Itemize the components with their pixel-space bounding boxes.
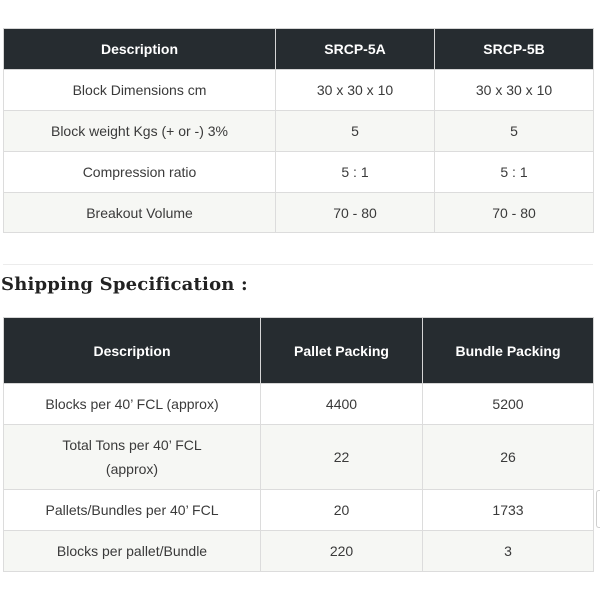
row-label: Pallets/Bundles per 40’ FCL: [3, 489, 261, 531]
cell-value: 22: [260, 424, 423, 490]
cell-value: 20: [260, 489, 423, 531]
row-label: Block Dimensions cm: [3, 69, 276, 111]
table-row: Block Dimensions cm 30 x 30 x 10 30 x 30…: [3, 69, 594, 111]
row-label: Compression ratio: [3, 151, 276, 193]
section-divider: [3, 264, 593, 265]
column-header-srcp-5a: SRCP-5A: [275, 28, 435, 70]
cell-value: 1733: [422, 489, 594, 531]
table-row: Compression ratio 5 : 1 5 : 1: [3, 151, 594, 193]
cell-value: 70 - 80: [434, 192, 594, 233]
cell-value: 30 x 30 x 10: [434, 69, 594, 111]
side-tab-handle[interactable]: [596, 490, 600, 528]
table-row: Breakout Volume 70 - 80 70 - 80: [3, 192, 594, 233]
table-row: Total Tons per 40’ FCL (approx) 22 26: [3, 424, 594, 490]
row-label: Block weight Kgs (+ or -) 3%: [3, 110, 276, 152]
table-row: Block weight Kgs (+ or -) 3% 5 5: [3, 110, 594, 152]
cell-value: 26: [422, 424, 594, 490]
row-label: Breakout Volume: [3, 192, 276, 233]
row-label: Blocks per 40’ FCL (approx): [3, 383, 261, 425]
table-header-row: Description Pallet Packing Bundle Packin…: [3, 317, 594, 384]
row-label: Blocks per pallet/Bundle: [3, 530, 261, 572]
cell-value: 5 : 1: [275, 151, 435, 193]
column-header-description: Description: [3, 28, 276, 70]
column-header-bundle-packing: Bundle Packing: [422, 317, 594, 384]
table-row: Blocks per 40’ FCL (approx) 4400 5200: [3, 383, 594, 425]
table-row: Blocks per pallet/Bundle 220 3: [3, 530, 594, 572]
cell-value: 3: [422, 530, 594, 572]
technical-spec-table: Description SRCP-5A SRCP-5B Block Dimens…: [3, 28, 594, 233]
cell-value: 5: [275, 110, 435, 152]
table-header-row: Description SRCP-5A SRCP-5B: [3, 28, 594, 70]
cell-value: 220: [260, 530, 423, 572]
shipping-spec-table: Description Pallet Packing Bundle Packin…: [3, 317, 594, 572]
shipping-section-title: Shipping Specification :: [1, 274, 248, 295]
cell-value: 4400: [260, 383, 423, 425]
cell-value: 70 - 80: [275, 192, 435, 233]
column-header-description: Description: [3, 317, 261, 384]
row-label: Total Tons per 40’ FCL (approx): [3, 424, 261, 490]
cell-value: 5: [434, 110, 594, 152]
table-row: Pallets/Bundles per 40’ FCL 20 1733: [3, 489, 594, 531]
column-header-pallet-packing: Pallet Packing: [260, 317, 423, 384]
cell-value: 5 : 1: [434, 151, 594, 193]
cell-value: 5200: [422, 383, 594, 425]
column-header-srcp-5b: SRCP-5B: [434, 28, 594, 70]
cell-value: 30 x 30 x 10: [275, 69, 435, 111]
